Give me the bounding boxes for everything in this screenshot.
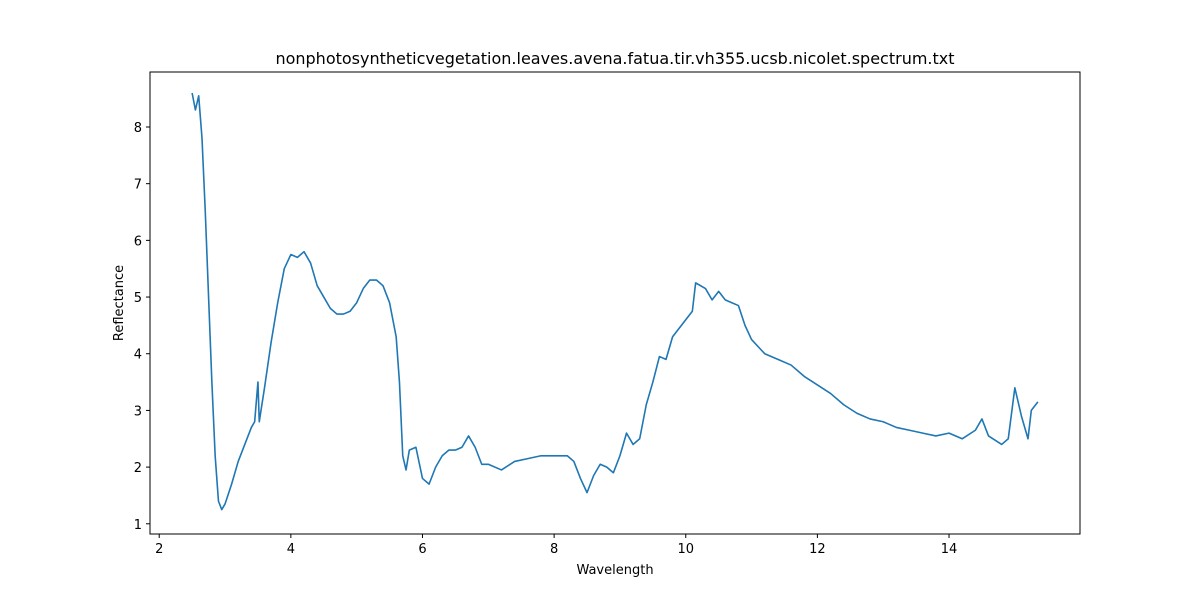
x-tick-label: 10 <box>677 542 694 557</box>
y-tick-label: 2 <box>134 461 142 476</box>
x-tick-label: 2 <box>155 542 163 557</box>
axes-frame <box>149 71 1081 535</box>
x-tick-label: 14 <box>941 542 958 557</box>
y-tick-label: 3 <box>134 404 142 419</box>
x-tick-label: 6 <box>418 542 426 557</box>
chart-title: nonphotosyntheticvegetation.leaves.avena… <box>275 49 954 68</box>
y-tick-label: 6 <box>134 234 142 249</box>
x-tick-label: 8 <box>550 542 558 557</box>
x-axis-label: Wavelength <box>576 563 653 578</box>
x-tick-label: 4 <box>287 542 295 557</box>
y-tick-label: 5 <box>134 291 142 306</box>
x-tick-label: 12 <box>809 542 826 557</box>
line-series <box>191 92 1039 511</box>
plot-area <box>191 92 1039 511</box>
y-tick-label: 7 <box>134 178 142 193</box>
y-tick-label: 1 <box>134 518 142 533</box>
y-axis-label: Reflectance <box>112 265 127 341</box>
y-tick-label: 8 <box>134 121 142 136</box>
y-tick-label: 4 <box>134 348 142 363</box>
